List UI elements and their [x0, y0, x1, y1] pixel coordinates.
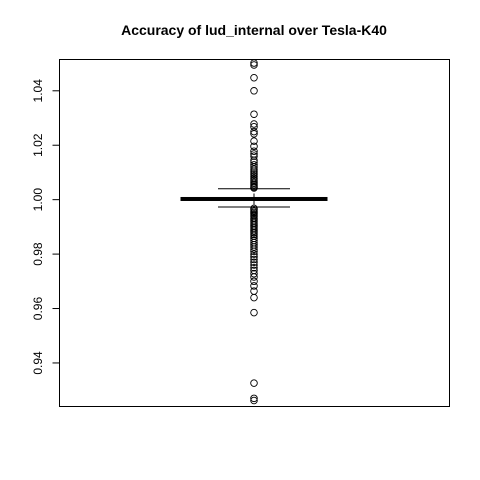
- outlier-point: [250, 261, 258, 269]
- plot-content: [180, 59, 328, 405]
- outlier-point: [250, 277, 258, 286]
- outlier-point: [250, 120, 258, 128]
- outlier-point: [250, 130, 258, 138]
- outlier-point: [250, 158, 258, 166]
- outlier-point: [250, 184, 258, 192]
- y-axis: 0.94 0.96 0.98 1.00 1.02 1.04: [31, 79, 60, 375]
- outlier-point: [250, 59, 258, 67]
- outlier-point: [250, 137, 258, 145]
- outlier-point: [250, 273, 258, 281]
- y-tick-label: 1.00: [31, 188, 45, 212]
- outlier-point: [250, 243, 258, 251]
- y-tick-label: 1.04: [31, 79, 45, 103]
- outlier-point: [250, 122, 258, 131]
- outlier-point: [250, 253, 258, 261]
- outlier-point: [250, 282, 258, 290]
- outlier-point: [250, 247, 258, 256]
- outlier-point: [250, 255, 258, 264]
- outlier-point: [250, 127, 258, 136]
- outlier-point: [250, 293, 258, 302]
- outlier-point: [250, 170, 258, 179]
- outlier-point: [250, 245, 258, 253]
- outlier-point: [250, 110, 258, 118]
- outlier-point: [250, 87, 258, 95]
- outlier-point: [250, 394, 258, 403]
- outlier-point: [250, 269, 258, 278]
- y-tick-label: 1.02: [31, 133, 45, 157]
- outlier-point: [250, 73, 258, 82]
- outlier-point: [250, 308, 258, 317]
- outlier-point: [250, 396, 258, 405]
- y-tick-label: 0.94: [31, 351, 45, 375]
- chart-title: Accuracy of lud_internal over Tesla-K40: [121, 22, 387, 38]
- outlier-point: [250, 142, 258, 151]
- outlier-point: [250, 147, 258, 155]
- outlier-point: [250, 152, 258, 160]
- outlier-point: [250, 165, 258, 173]
- y-tick-label: 0.96: [31, 297, 45, 321]
- outlier-point: [250, 258, 258, 267]
- outlier-point: [250, 379, 258, 387]
- outlier-point: [250, 263, 258, 272]
- outlier-point: [250, 61, 258, 69]
- outlier-point: [250, 163, 258, 171]
- y-tick-label: 0.98: [31, 242, 45, 266]
- outlier-point: [250, 167, 258, 175]
- outlier-point: [250, 250, 258, 258]
